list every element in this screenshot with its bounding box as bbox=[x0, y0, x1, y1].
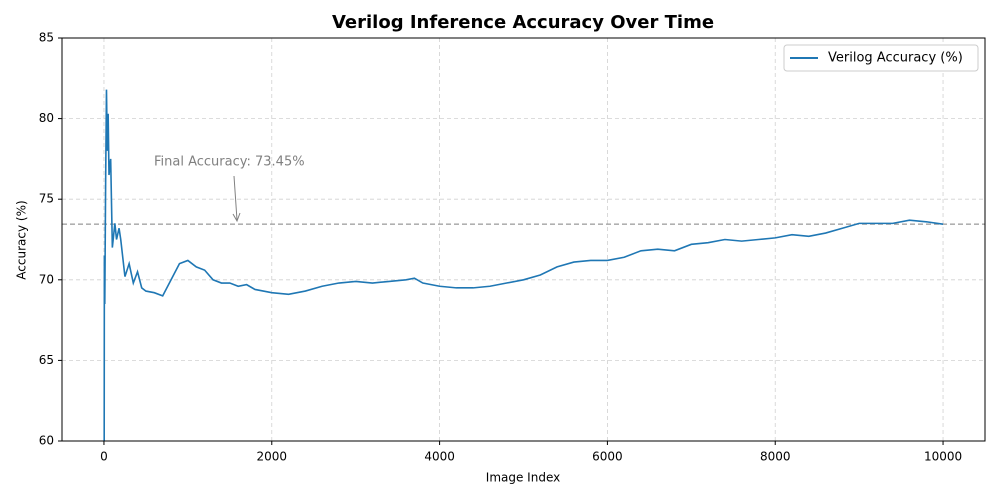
y-tick-label: 85 bbox=[39, 31, 54, 45]
x-tick-label: 6000 bbox=[592, 450, 623, 464]
y-axis-label: Accuracy (%) bbox=[15, 200, 29, 279]
legend-box bbox=[783, 44, 979, 72]
y-tick-label: 75 bbox=[39, 192, 54, 206]
x-tick-label: 0 bbox=[100, 450, 108, 464]
plot-frame bbox=[61, 37, 986, 442]
x-tick-label: 10000 bbox=[924, 450, 962, 464]
plot bbox=[103, 89, 944, 441]
x-tick-label: 4000 bbox=[424, 450, 455, 464]
annotation-arrow bbox=[232, 175, 241, 223]
y-tick-label: 70 bbox=[39, 272, 54, 286]
x-axis-label: Image Index bbox=[486, 471, 560, 485]
y-tick-label: 60 bbox=[39, 434, 54, 448]
data-line bbox=[103, 89, 944, 441]
legend-label: Verilog Accuracy (%) bbox=[828, 51, 963, 66]
y-tick-label: 65 bbox=[39, 353, 54, 367]
chart-title: Verilog Inference Accuracy Over Time bbox=[332, 12, 714, 33]
x-tick-label: 2000 bbox=[256, 450, 287, 464]
x-tick-label: 8000 bbox=[760, 450, 791, 464]
y-tick-label: 80 bbox=[39, 111, 54, 125]
annotation: Final Accuracy: 73.45% bbox=[154, 155, 305, 170]
